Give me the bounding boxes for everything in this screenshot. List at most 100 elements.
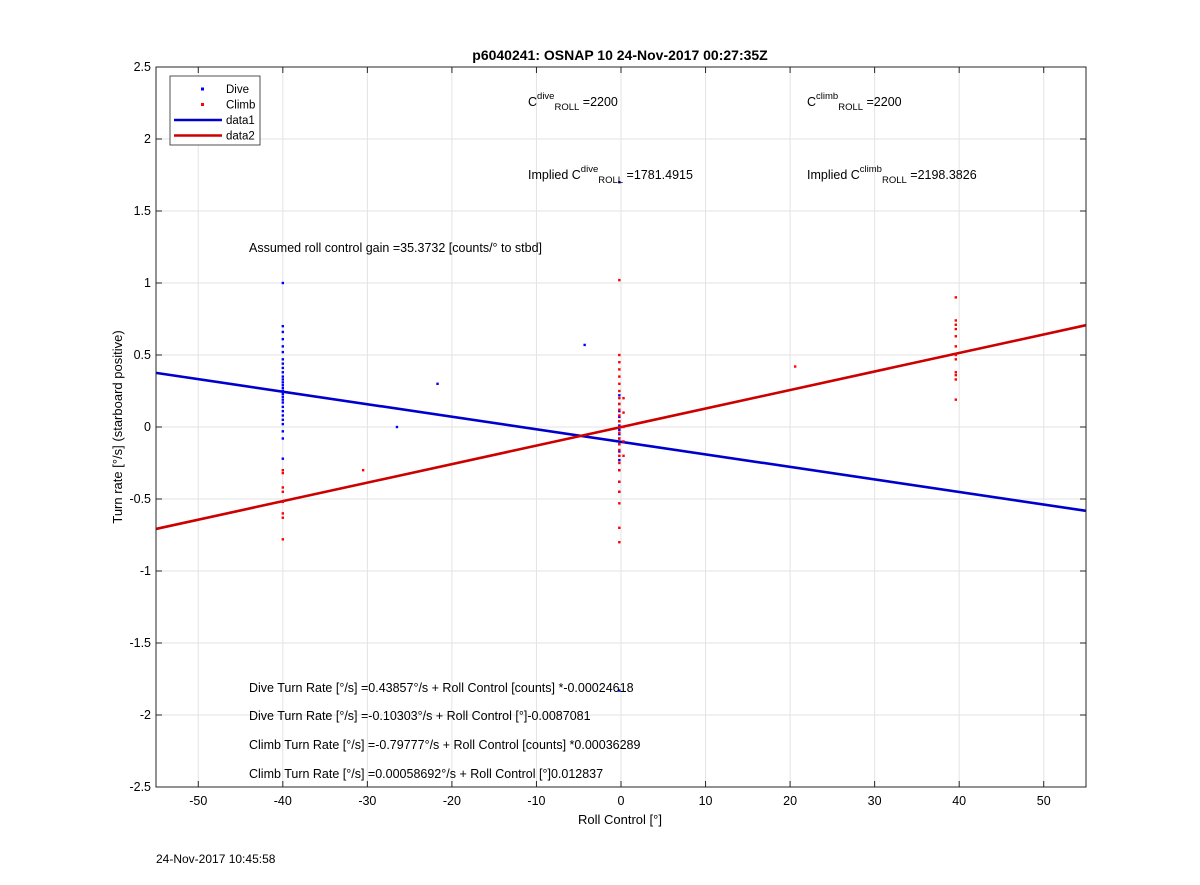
climb-point xyxy=(618,541,621,544)
y-tick-label: 1 xyxy=(144,276,151,290)
y-tick-label: 1.5 xyxy=(134,204,151,218)
x-tick-label: -30 xyxy=(358,794,376,808)
climb-point xyxy=(281,512,285,515)
dive-point xyxy=(281,350,285,354)
implied-climb-sub: ROLL xyxy=(882,175,907,186)
c-roll-dive-annotation: CdiveROLL =2200 xyxy=(528,91,618,113)
ticks: -50 -40 -30 -20 -10 0 10 20 30 40 50-2.5-2-1.5-1-0… xyxy=(129,60,1086,808)
x-tick-label: -40 xyxy=(274,794,292,808)
implied-dive-prefix: Implied C xyxy=(528,168,581,182)
dive-point xyxy=(281,437,285,440)
x-tick-label: -20 xyxy=(443,794,461,808)
climb-point xyxy=(618,414,621,417)
implied-dive-value: =1781.4915 xyxy=(623,168,693,182)
dive-point xyxy=(281,389,285,393)
climb-point xyxy=(618,389,621,393)
dive-point xyxy=(395,425,399,429)
dive-point xyxy=(618,181,621,184)
c-roll-dive-prefix: C xyxy=(528,95,537,109)
climb-point xyxy=(281,469,285,472)
roll-gain-annotation: Assumed roll control gain =35.3732 [coun… xyxy=(249,241,542,255)
dive-counts-equation: Dive Turn Rate [°/s] =0.43857°/s + Roll … xyxy=(249,681,634,695)
x-tick-label: 20 xyxy=(783,794,797,808)
climb-point xyxy=(618,375,621,378)
dive-point xyxy=(618,415,621,419)
climb-point xyxy=(618,402,621,406)
chart-title: p6040241: OSNAP 10 24-Nov-2017 00:27:35Z xyxy=(472,47,768,63)
climb-point xyxy=(618,526,621,529)
legend-box xyxy=(169,75,261,146)
dive-point xyxy=(281,362,285,365)
climb-point xyxy=(618,361,621,364)
dive-point xyxy=(281,375,285,378)
dive-point xyxy=(618,450,621,453)
dive-point xyxy=(281,358,285,361)
dive-point xyxy=(281,392,285,396)
dive-point xyxy=(281,281,285,285)
climb-point xyxy=(281,516,285,519)
climb-point xyxy=(618,469,621,472)
implied-c-roll-climb-annotation: Implied CclimbROLL =2198.3826 xyxy=(807,164,977,186)
y-tick-label: -1.5 xyxy=(129,636,151,650)
legend-label-dive: Dive xyxy=(226,84,249,96)
legend-marker-climb xyxy=(201,103,204,106)
implied-climb-value: =2198.3826 xyxy=(907,168,977,182)
annotations: CdiveROLL =2200 CclimbROLL =2200 Implied… xyxy=(249,91,977,781)
implied-climb-prefix: Implied C xyxy=(807,168,860,182)
climb-point xyxy=(618,382,621,385)
climb-point xyxy=(793,365,797,368)
legend-label-climb: Climb xyxy=(226,100,255,112)
c-roll-dive-value: =2200 xyxy=(579,95,618,109)
climb-point xyxy=(622,411,625,414)
climb-point xyxy=(618,490,621,493)
y-tick-label: 2 xyxy=(144,132,151,146)
dive-point xyxy=(281,457,285,460)
climb-point xyxy=(954,378,957,381)
climb-point xyxy=(618,448,621,452)
climb-point xyxy=(281,538,285,541)
x-tick-label: -50 xyxy=(189,794,207,808)
dive-point xyxy=(281,384,285,387)
dive-point xyxy=(281,325,285,328)
dive-point xyxy=(281,418,285,421)
dive-point xyxy=(281,395,285,398)
implied-climb-sup: climb xyxy=(860,164,882,175)
climb-counts-equation: Climb Turn Rate [°/s] =-0.79777°/s + Rol… xyxy=(249,738,641,752)
climb-point xyxy=(622,397,625,400)
climb-point xyxy=(618,461,621,465)
dive-point xyxy=(281,381,285,384)
climb-point xyxy=(622,440,625,443)
climb-point xyxy=(954,373,957,377)
climb-degrees-equation: Climb Turn Rate [°/s] =0.00058692°/s + R… xyxy=(249,767,603,781)
climb-point xyxy=(618,353,621,357)
y-axis-label: Turn rate [°/s] (starboard positive) xyxy=(110,330,125,523)
climb-point xyxy=(618,368,621,371)
climb-point xyxy=(954,358,957,361)
climb-point xyxy=(281,500,285,504)
y-tick-label: -2 xyxy=(140,708,151,722)
climb-point xyxy=(361,469,365,472)
dive-point xyxy=(281,337,285,341)
climb-point xyxy=(954,335,957,338)
climb-point xyxy=(954,319,957,322)
climb-point xyxy=(281,486,285,489)
climb-point xyxy=(954,398,957,401)
dive-point xyxy=(281,371,285,374)
legend-label-data1: data1 xyxy=(226,115,255,127)
c-roll-climb-sub: ROLL xyxy=(838,102,863,113)
c-roll-climb-sup: climb xyxy=(816,91,838,102)
dive-point xyxy=(618,428,621,432)
data-points xyxy=(281,181,957,692)
x-tick-label: 50 xyxy=(1037,794,1051,808)
climb-point xyxy=(954,296,957,299)
c-roll-dive-sup: dive xyxy=(537,91,554,102)
x-axis-label: Roll Control [°] xyxy=(578,812,662,827)
climb-point xyxy=(618,431,621,434)
climb-point xyxy=(954,327,957,331)
dive-point xyxy=(281,405,285,409)
climb-point xyxy=(281,471,285,475)
climb-point xyxy=(622,425,625,429)
climb-point xyxy=(618,502,621,505)
climb-point xyxy=(954,345,957,348)
